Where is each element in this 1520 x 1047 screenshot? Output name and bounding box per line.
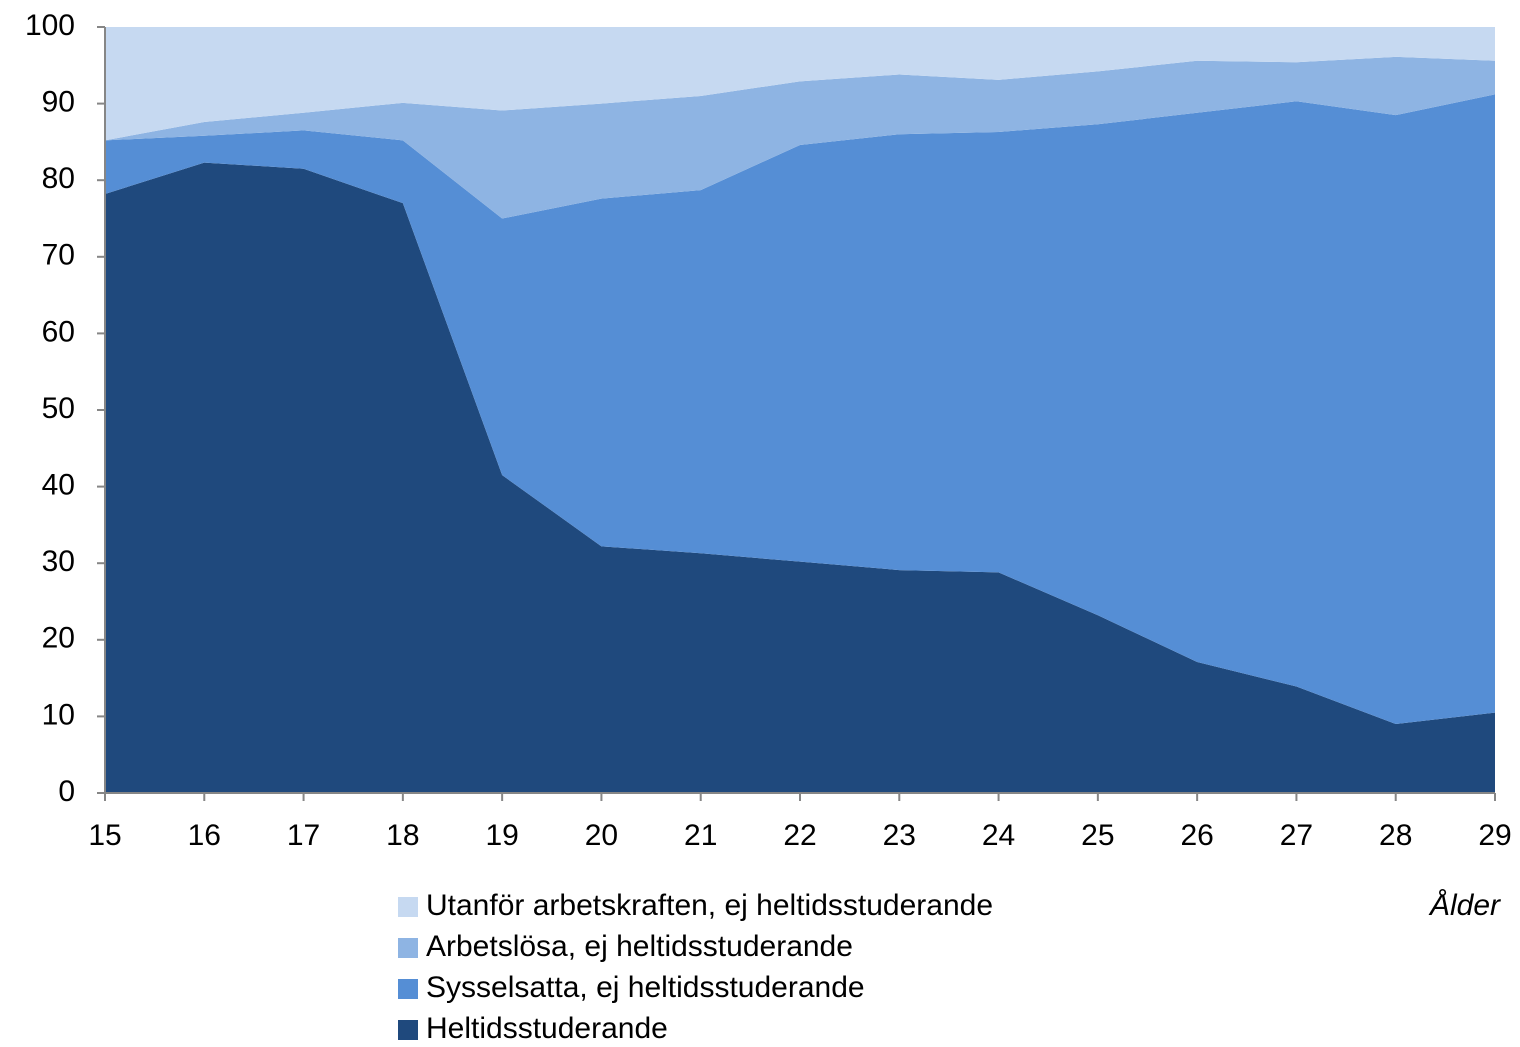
y-tick-label: 10 — [42, 698, 75, 731]
y-tick-label: 0 — [58, 775, 75, 808]
x-tick-label: 26 — [1180, 819, 1213, 852]
x-tick-label: 20 — [585, 819, 618, 852]
legend-label: Arbetslösa, ej heltidsstuderande — [426, 930, 853, 963]
x-tick-label: 25 — [1081, 819, 1114, 852]
x-tick-label: 16 — [188, 819, 221, 852]
y-tick-label: 90 — [42, 86, 75, 119]
y-tick-label: 40 — [42, 469, 75, 502]
legend-label: Heltidsstuderande — [426, 1012, 668, 1045]
x-tick-label: 17 — [287, 819, 320, 852]
y-tick-label: 70 — [42, 239, 75, 272]
legend-swatch — [398, 1020, 418, 1040]
legend-label: Sysselsatta, ej heltidsstuderande — [426, 971, 865, 1004]
x-tick-label: 23 — [883, 819, 916, 852]
x-tick-label: 18 — [386, 819, 419, 852]
x-tick-label: 28 — [1379, 819, 1412, 852]
x-tick-label: 24 — [982, 819, 1015, 852]
legend-swatch — [398, 938, 418, 958]
x-tick-label: 19 — [485, 819, 518, 852]
x-axis-label: Ålder — [1428, 889, 1501, 922]
y-tick-label: 80 — [42, 162, 75, 195]
x-tick-label: 27 — [1280, 819, 1313, 852]
y-tick-label: 20 — [42, 622, 75, 655]
x-tick-label: 15 — [88, 819, 121, 852]
y-tick-label: 50 — [42, 392, 75, 425]
y-tick-label: 100 — [25, 9, 75, 42]
area — [105, 27, 1495, 141]
x-tick-label: 29 — [1478, 819, 1511, 852]
legend-swatch — [398, 979, 418, 999]
area — [105, 56, 1495, 219]
y-tick-label: 30 — [42, 545, 75, 578]
y-tick-label: 60 — [42, 315, 75, 348]
legend-swatch — [398, 897, 418, 917]
x-tick-label: 22 — [783, 819, 816, 852]
area — [105, 162, 1495, 793]
x-tick-label: 21 — [684, 819, 717, 852]
legend-label: Utanför arbetskraften, ej heltidsstudera… — [426, 889, 993, 922]
area — [105, 94, 1495, 725]
